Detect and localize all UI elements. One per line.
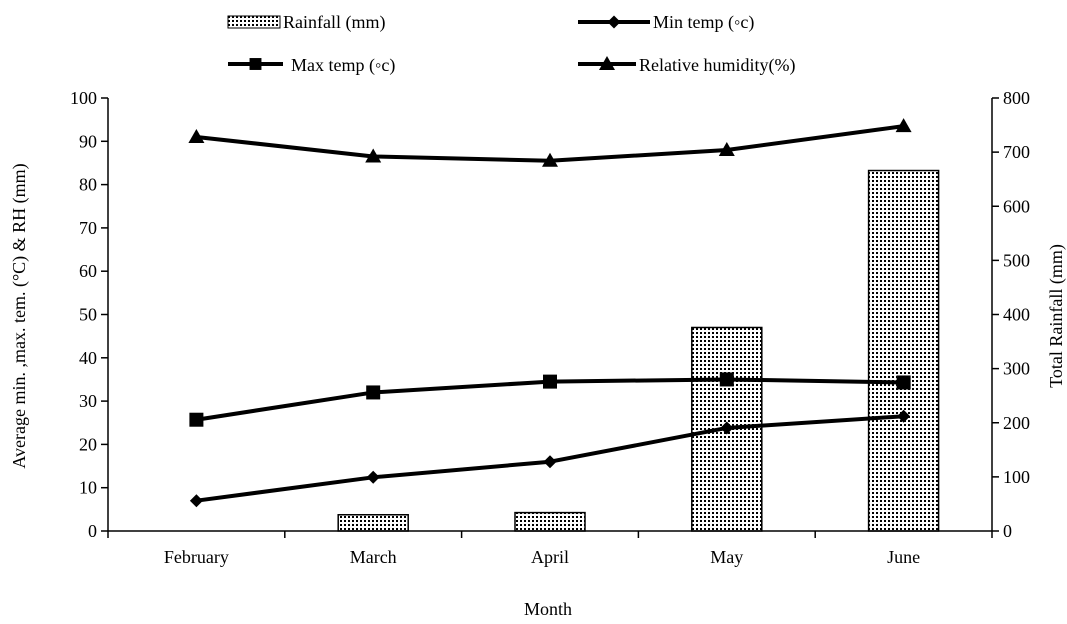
right-tick-label: 200 (1003, 413, 1030, 433)
bar-rainfall-march (337, 514, 409, 532)
bars-group (337, 169, 940, 532)
point-max-temp-february (189, 412, 204, 427)
left-tick-label: 90 (79, 131, 97, 151)
point-relative-humidity-march (365, 148, 382, 163)
bar-rainfall-april (514, 511, 586, 532)
x-tick-label: April (531, 547, 569, 567)
legend-marker-max-temp (249, 58, 262, 70)
left-tick-label: 80 (79, 175, 97, 195)
right-tick-label: 600 (1003, 196, 1030, 216)
left-tick-label: 10 (79, 478, 97, 498)
x-tick-label: June (887, 547, 920, 567)
left-tick-label: 30 (79, 391, 97, 411)
left-tick-label: 0 (88, 521, 97, 541)
right-tick-label: 100 (1003, 467, 1030, 487)
point-relative-humidity-may (718, 141, 735, 156)
lines-group (188, 118, 912, 508)
point-max-temp-march (366, 385, 381, 400)
point-min-temp-june (897, 409, 911, 423)
x-tick-label: February (164, 547, 229, 567)
point-relative-humidity-april (542, 152, 558, 167)
point-relative-humidity-june (895, 118, 912, 133)
legend-marker-min-temp (607, 15, 621, 29)
legend-label-min-temp: Min temp (◦c) (653, 12, 754, 33)
legend-swatch-rainfall (227, 15, 281, 29)
point-min-temp-may (720, 421, 734, 435)
left-tick-label: 70 (79, 218, 97, 238)
y-axis-title-left: Average min. ,max. tem. (°C) & RH (mm) (9, 163, 30, 468)
legend: Rainfall (mm) Min temp (◦c) Max temp (◦c) R… (227, 12, 795, 76)
point-max-temp-may (719, 372, 734, 387)
legend-label-relative-humidity: Relative humidity(%) (639, 55, 795, 76)
point-max-temp-april (543, 374, 557, 389)
x-tick-label: March (350, 547, 397, 567)
left-tick-label: 60 (79, 261, 97, 281)
legend-label-max-temp: Max temp (◦c) (291, 55, 395, 76)
legend-label-rainfall: Rainfall (mm) (283, 12, 385, 33)
right-tick-label: 0 (1003, 521, 1012, 541)
left-tick-label: 40 (79, 348, 97, 368)
left-tick-label: 100 (70, 88, 97, 108)
right-tick-label: 800 (1003, 88, 1030, 108)
right-tick-label: 500 (1003, 250, 1030, 270)
right-tick-label: 400 (1003, 305, 1030, 325)
point-min-temp-march (366, 470, 380, 484)
y-axis-title-right: Total Rainfall (mm) (1046, 244, 1067, 388)
axes-group: 0 10 20 30 40 50 60 70 80 90 100 0 100 200 300 400 500 60… (70, 88, 1030, 567)
right-tick-label: 300 (1003, 359, 1030, 379)
left-tick-label: 20 (79, 434, 97, 454)
point-max-temp-june (896, 375, 911, 390)
bar-rainfall-june (867, 169, 940, 532)
x-tick-label: May (710, 547, 743, 567)
legend-marker-relative-humidity (599, 56, 615, 70)
point-min-temp-february (189, 494, 203, 508)
left-tick-label: 50 (79, 305, 97, 325)
right-tick-label: 700 (1003, 142, 1030, 162)
x-axis-title: Month (524, 599, 572, 619)
point-relative-humidity-february (188, 128, 205, 143)
point-min-temp-april (543, 455, 557, 469)
